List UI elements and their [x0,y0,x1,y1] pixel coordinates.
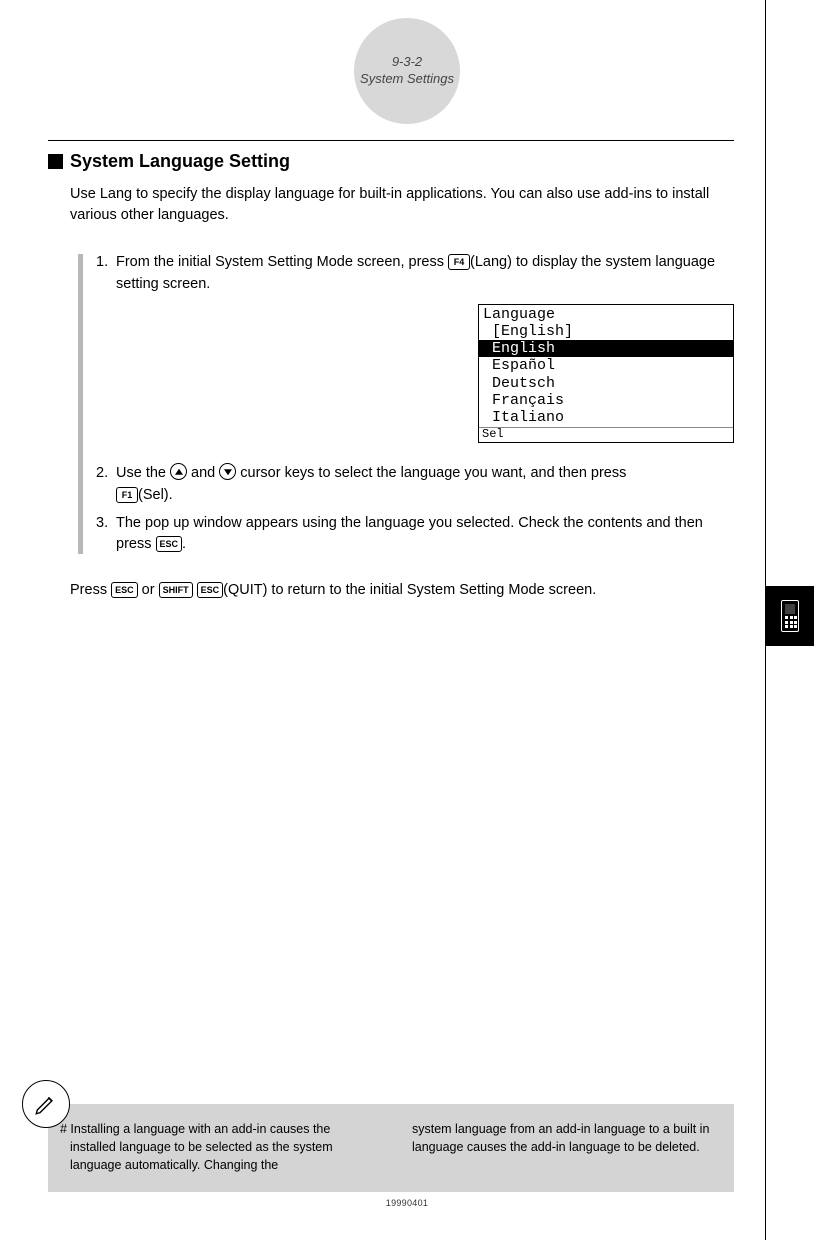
lcd-item: Français [479,392,733,409]
footnote-col-2: system language from an add-in language … [412,1120,714,1174]
esc-key-icon: ESC [111,582,138,598]
footnote-text-2: system language from an add-in language … [412,1122,709,1154]
page: 9-3-2 System Settings System Language Se… [0,0,814,1240]
press-a: Press [70,582,111,598]
lcd-item: Italiano [479,409,733,426]
f4-key-icon: F4 [448,254,470,270]
esc-key-icon: ESC [197,582,224,598]
lcd-item: Deutsch [479,375,733,392]
step2-text-d: (Sel). [138,487,173,503]
step-3: 3. The pop up window appears using the l… [96,513,734,557]
shift-key-icon: SHIFT [159,582,193,598]
step-1: 1. From the initial System Setting Mode … [96,252,734,457]
lcd-current: [English] [479,323,733,340]
pencil-icon [33,1091,59,1117]
lcd-item-2: Deutsch [492,375,555,392]
content-area: System Language Setting Use Lang to spec… [48,140,734,602]
section-rule [48,140,734,141]
lcd-item-0: English [492,340,555,357]
step-2: 2. Use the and cursor keys to select the… [96,463,734,507]
step-number: 2. [96,463,116,507]
steps-side-bar [78,254,83,554]
footnote-text-1: # Installing a language with an add-in c… [60,1122,333,1172]
steps-block: 1. From the initial System Setting Mode … [78,252,734,556]
press-line: Press ESC or SHIFT ESC(QUIT) to return t… [70,580,734,602]
page-header-circle: 9-3-2 System Settings [354,18,460,124]
page-code: 9-3-2 [392,54,422,71]
lcd-footer: Sel [479,427,733,442]
lcd-item-4: Italiano [492,409,564,426]
lcd-item: Español [479,357,733,374]
lcd-item-1: Español [492,357,555,374]
footnote-box: # Installing a language with an add-in c… [48,1104,734,1192]
section-title-text: System Language Setting [70,151,290,172]
cursor-up-icon [170,463,187,480]
steps-list: 1. From the initial System Setting Mode … [96,252,734,556]
f1-key-icon: F1 [116,487,138,503]
press-c: (QUIT) to return to the initial System S… [223,582,596,598]
step3-text-b: . [182,536,186,552]
calculator-screenshot: Language [English] English Español Deuts… [478,304,734,444]
footer-code: 19990401 [0,1198,814,1208]
step-body: Use the and cursor keys to select the la… [116,463,734,507]
step2-text-a: Use the [116,465,170,481]
lcd-item-selected: English [479,340,733,357]
step-number: 3. [96,513,116,557]
press-b: or [138,582,159,598]
side-chapter-tab [766,586,814,646]
step2-text-c: cursor keys to select the language you w… [236,465,626,481]
section-intro: Use Lang to specify the display language… [70,184,734,226]
step-number: 1. [96,252,116,457]
footnote-col-1: # Installing a language with an add-in c… [70,1120,372,1174]
pencil-note-icon [22,1080,70,1128]
step-body: From the initial System Setting Mode scr… [116,252,734,457]
footnote-area: # Installing a language with an add-in c… [48,1104,734,1192]
step2-text-b: and [187,465,219,481]
calculator-icon [781,600,799,632]
lcd-title: Language [479,306,733,323]
section-heading: System Language Setting [48,151,734,172]
step-body: The pop up window appears using the lang… [116,513,734,557]
page-title: System Settings [360,71,454,88]
step3-text-a: The pop up window appears using the lang… [116,515,703,553]
esc-key-icon: ESC [156,536,183,552]
cursor-down-icon [219,463,236,480]
square-bullet-icon [48,154,63,169]
step1-text-a: From the initial System Setting Mode scr… [116,254,448,270]
lcd-item-3: Français [492,392,564,409]
